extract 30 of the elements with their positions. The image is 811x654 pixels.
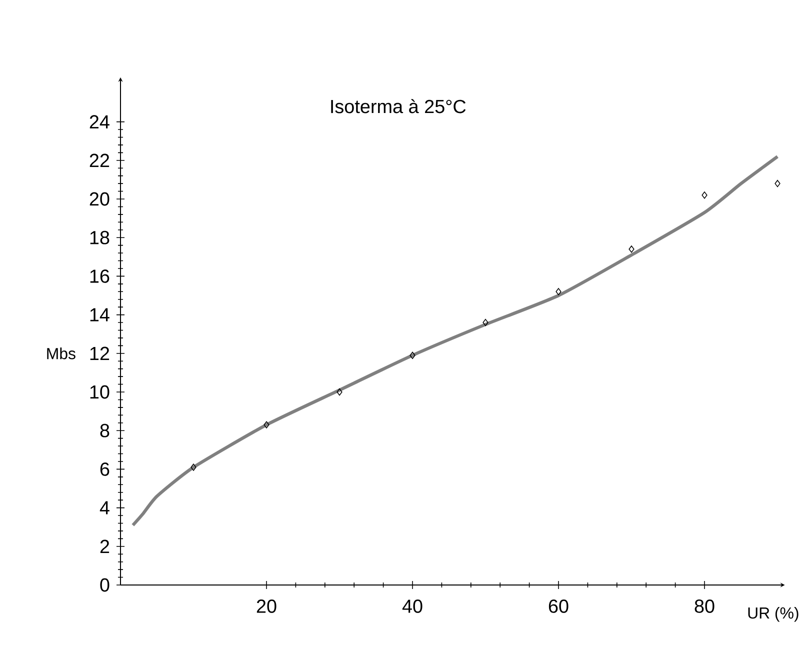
x-tick-label: 60	[548, 600, 568, 613]
point	[702, 192, 708, 199]
y-tick-label: 16	[90, 269, 110, 283]
point	[774, 180, 780, 188]
y-tick-label: 10	[90, 385, 110, 399]
x-tick-label: 20	[256, 600, 276, 613]
y-tick-label: 20	[90, 192, 110, 206]
y-tick-label: 0	[100, 578, 110, 592]
y-tick-label: 22	[90, 154, 110, 167]
y-tick-label: 4	[100, 501, 110, 514]
text: Isoterma à 25°C	[331, 99, 466, 114]
point	[190, 464, 196, 471]
x-tick-label: 40	[402, 600, 422, 613]
y-tick-label: 2	[100, 540, 110, 554]
line-series	[131, 154, 780, 527]
y-tick-label: 12	[90, 346, 110, 360]
x-tick-label: 80	[694, 600, 714, 613]
point	[556, 288, 562, 296]
y-tick-label: 8	[100, 424, 110, 438]
x-axis-title: UR (%)	[748, 606, 798, 622]
point	[628, 246, 634, 253]
point	[410, 352, 416, 359]
point	[264, 421, 270, 428]
point	[482, 318, 488, 326]
y-tick-label: 24	[90, 115, 110, 128]
y-tick-label: 14	[90, 308, 110, 322]
y-tick-label: 6	[100, 462, 110, 476]
point	[336, 388, 342, 396]
y-tick-label: 18	[90, 230, 110, 244]
y-axis-title: Mbs	[47, 348, 76, 360]
